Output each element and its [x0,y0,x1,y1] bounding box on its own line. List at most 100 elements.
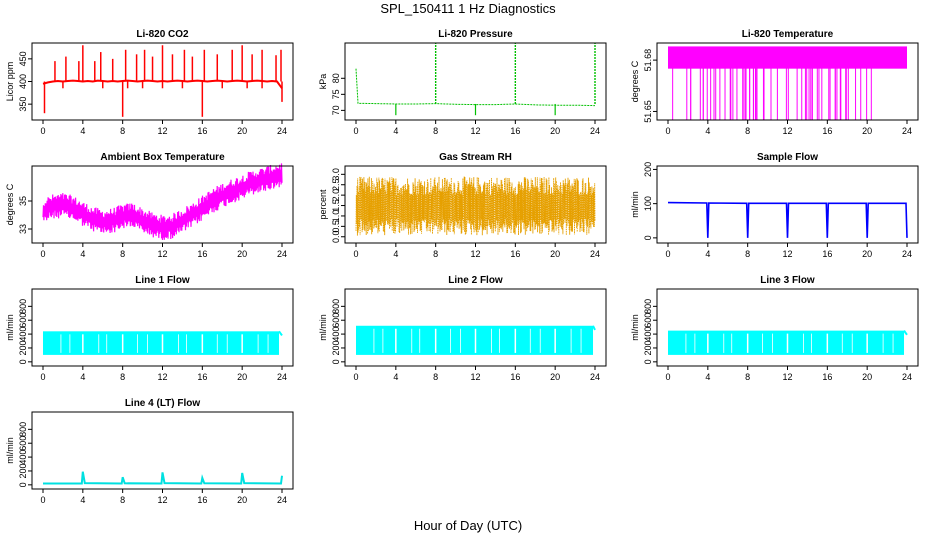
series-7 [43,330,283,355]
panel-title: Gas Stream RH [439,152,512,163]
x-tick-label: 0 [40,495,45,505]
x-tick-label: 12 [470,249,480,259]
y-tick-label: 0 [643,359,653,364]
series-8 [356,325,596,355]
x-tick-label: 0 [665,249,670,259]
y-axis-label: ml/min [630,314,640,341]
panel-7: Line 1 Flow 0 4 8 12 16 20 24 0 200400600800ml/mi… [5,275,294,382]
x-tick-label: 8 [120,126,125,136]
y-tick-label: 600 [331,313,341,328]
y-tick-label: 800 [643,299,653,314]
x-tick-label: 8 [433,372,438,382]
y-tick-label: 200 [331,340,341,355]
x-tick-label: 0 [353,249,358,259]
y-tick-label: 0.5 [331,220,341,233]
panel-title: Sample Flow [757,152,818,163]
x-tick-label: 12 [782,126,792,136]
x-tick-label: 0 [665,372,670,382]
x-tick-label: 24 [590,249,600,259]
x-tick-label: 20 [237,372,247,382]
flow-tail [592,325,596,331]
y-axis-label: kPa [318,74,328,90]
x-tick-label: 24 [902,372,912,382]
y-tick-label: 0 [18,359,28,364]
panel-title: Li-820 Pressure [438,29,513,40]
flow-tail [903,330,908,336]
panel-title: Line 2 Flow [448,275,503,286]
rh-line [355,176,596,236]
x-tick-label: 20 [862,249,872,259]
x-tick-label: 12 [157,495,167,505]
x-tick-label: 4 [393,126,398,136]
x-tick-label: 24 [277,249,287,259]
x-tick-label: 8 [745,126,750,136]
x-tick-label: 24 [902,249,912,259]
x-tick-label: 4 [705,126,710,136]
x-tick-label: 0 [40,372,45,382]
panel-title: Line 3 Flow [760,275,815,286]
x-tick-label: 20 [862,372,872,382]
x-tick-label: 4 [80,249,85,259]
panel-title: Li-820 CO2 [136,29,189,40]
y-tick-label: 400 [18,74,28,89]
y-tick-label: 800 [331,299,341,314]
y-tick-label: 800 [18,422,28,437]
y-tick-label: 800 [18,299,28,314]
figure-title: SPL_150411 1 Hz Diagnostics [380,1,556,16]
y-tick-label: 33 [18,224,28,234]
series-9 [668,330,908,355]
x-tick-label: 12 [470,372,480,382]
y-axis-label: degrees C [630,60,640,102]
x-tick-label: 0 [353,372,358,382]
x-axis-label: Hour of Day (UTC) [413,518,523,533]
y-tick-label: 35 [18,196,28,206]
x-tick-label: 24 [277,372,287,382]
x-tick-label: 0 [40,126,45,136]
x-tick-label: 12 [157,372,167,382]
y-tick-label: 0 [331,359,341,364]
x-tick-label: 24 [590,126,600,136]
y-axis-label: degrees C [5,183,15,225]
temp-band [668,46,907,69]
x-tick-label: 8 [120,372,125,382]
x-tick-label: 20 [550,249,560,259]
panel-9: Line 3 Flow 0 4 8 12 16 20 24 0 200400600800ml/mi… [630,275,919,382]
y-tick-label: 3.0 [331,168,341,181]
x-tick-label: 16 [197,495,207,505]
x-tick-label: 16 [197,372,207,382]
y-tick-label: 400 [18,327,28,342]
y-axis-label: Licor ppm [5,62,15,102]
x-tick-label: 24 [902,126,912,136]
series-10 [43,471,283,485]
y-tick-label: 600 [18,313,28,328]
panel-10: Line 4 (LT) Flow 0 4 8 12 16 20 24 0 200400600800… [5,398,294,505]
y-tick-label: 2.5 [331,178,341,191]
panel-title: Line 4 (LT) Flow [125,398,201,409]
x-tick-label: 24 [277,495,287,505]
y-tick-label: 1.0 [331,210,341,223]
y-tick-label: 51.68 [643,49,653,72]
x-tick-label: 8 [433,126,438,136]
series-1 [42,45,283,117]
y-axis-label: ml/min [5,437,15,464]
x-tick-label: 20 [237,126,247,136]
x-tick-label: 4 [80,495,85,505]
series-3 [668,46,907,120]
y-tick-label: 2.0 [331,189,341,202]
y-tick-label: 600 [18,436,28,451]
x-tick-label: 24 [277,126,287,136]
y-tick-label: 400 [643,327,653,342]
y-tick-label: 80 [331,73,341,83]
x-tick-label: 0 [353,126,358,136]
y-axis-label: ml/min [630,191,640,218]
x-tick-label: 16 [510,372,520,382]
panel-title: Ambient Box Temperature [100,152,225,163]
x-tick-label: 16 [822,126,832,136]
y-axis-label: percent [318,189,328,220]
x-tick-label: 16 [822,249,832,259]
x-tick-label: 8 [120,495,125,505]
y-tick-label: 350 [18,97,28,112]
panel-title: Line 1 Flow [135,275,190,286]
